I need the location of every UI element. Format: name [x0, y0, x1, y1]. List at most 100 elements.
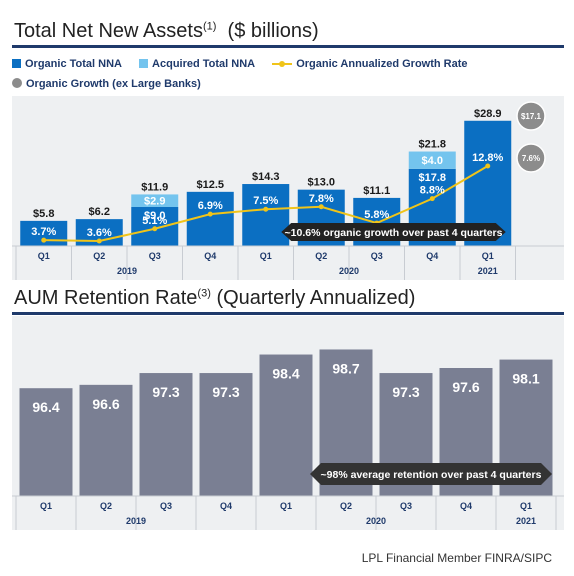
bar-value-label: $14.3 — [252, 171, 280, 183]
year-tick-label: 2019 — [126, 516, 146, 526]
growth-rate-label: 12.8% — [472, 152, 503, 164]
ex-banks-label: $17.1 — [521, 112, 542, 121]
legend-ex-banks-swatch — [12, 78, 22, 89]
year-tick-label: 2020 — [339, 266, 359, 276]
year-tick-label: 2019 — [117, 266, 137, 276]
legend-ex-banks: Organic Growth (ex Large Banks) — [12, 78, 201, 90]
nna-chart-svg: $5.8 $6.2 $2.9 $9.0 $11.9 $12.5 $14.3 $13.0 $11.… — [12, 101, 564, 280]
legend-ex-banks-label: Organic Growth (ex Large Banks) — [26, 78, 201, 91]
bar-value-label: $6.2 — [89, 206, 110, 218]
retention-bar — [259, 354, 313, 496]
quarter-tick-label: Q4 — [204, 251, 216, 261]
nna-title-unit: ($ billions) — [227, 20, 319, 42]
ex-banks-label: 7.6% — [522, 154, 540, 163]
year-tick-label: 2020 — [366, 516, 386, 526]
growth-rate-label: 7.5% — [253, 195, 278, 207]
quarter-tick-label: Q2 — [340, 501, 352, 511]
quarter-tick-label: Q3 — [160, 501, 172, 511]
growth-rate-label: 7.8% — [309, 193, 334, 205]
legend-acquired-swatch — [139, 59, 149, 69]
ex-banks-circle — [516, 143, 546, 173]
growth-rate-point — [263, 206, 269, 212]
growth-rate-label: 8.8% — [420, 185, 445, 197]
aum-title-footnote: (3) — [197, 287, 211, 300]
bar-value-label: $28.9 — [474, 108, 502, 120]
growth-rate-point — [485, 163, 491, 169]
nna-title-rule — [12, 45, 564, 48]
acquired-bar — [408, 151, 456, 169]
total-value-label: $21.8 — [418, 139, 446, 151]
retention-bar — [139, 373, 193, 496]
aum-chart-title: AUM Retention Rate(3) (Quarterly Annuali… — [14, 287, 415, 310]
growth-rate-label: 6.9% — [198, 200, 223, 212]
aum-chart-svg: 96.4 96.6 97.3 97.3 98.4 98.7 97.3 97.6 98.1 ~98%… — [12, 349, 564, 530]
acquired-bar — [131, 194, 179, 207]
bar-value-label: $5.8 — [33, 208, 54, 220]
aum-title-rule — [12, 312, 564, 315]
retention-value-label: 97.3 — [152, 384, 179, 400]
organic-value-label: $17.8 — [418, 172, 446, 184]
bar-value-label: $11.1 — [363, 185, 390, 197]
quarter-tick-label: Q3 — [149, 251, 161, 261]
growth-callout-text: ~10.6% organic growth over past 4 quarte… — [285, 227, 503, 239]
quarter-tick-label: Q1 — [38, 251, 50, 261]
growth-callout-arrow — [281, 223, 506, 241]
retention-value-label: 96.6 — [92, 396, 119, 412]
total-value-label: $11.9 — [141, 181, 168, 193]
growth-rate-point — [152, 226, 158, 232]
quarter-tick-label: Q1 — [280, 501, 292, 511]
legend-rate: Organic Annualized Growth Rate — [272, 58, 468, 71]
quarter-tick-label: Q4 — [460, 501, 472, 511]
quarter-tick-label: Q4 — [426, 251, 438, 261]
quarter-tick-label: Q1 — [482, 251, 494, 261]
growth-rate-point — [429, 196, 435, 202]
retention-value-label: 98.1 — [512, 371, 539, 387]
quarter-tick-label: Q1 — [520, 501, 532, 511]
nna-chart-panel: $5.8 $6.2 $2.9 $9.0 $11.9 $12.5 $14.3 $13.0 $11.… — [12, 96, 564, 280]
footer-text: LPL Financial Member FINRA/SIPC — [361, 551, 552, 565]
nna-title-text: Total Net New Assets — [14, 20, 203, 42]
acquired-value-label: $4.0 — [422, 155, 443, 167]
bar-value-label: $12.5 — [196, 179, 224, 191]
growth-rate-label: 5.8% — [364, 209, 389, 221]
legend-rate-label: Organic Annualized Growth Rate — [296, 58, 468, 71]
retention-value-label: 97.3 — [392, 384, 419, 400]
organic-value-label: $9.0 — [144, 210, 165, 222]
aum-title-unit: (Quarterly Annualized) — [216, 287, 416, 309]
legend-acquired-label: Acquired Total NNA — [152, 58, 256, 71]
aum-chart-panel: 96.4 96.6 97.3 97.3 98.4 98.7 97.3 97.6 98.1 ~98%… — [12, 316, 564, 530]
quarter-tick-label: Q3 — [400, 501, 412, 511]
growth-rate-point — [96, 238, 102, 244]
legend-rate-swatch — [272, 59, 293, 68]
retention-callout-text: ~98% average retention over past 4 quart… — [321, 469, 542, 481]
nna-legend-row-1: Organic Total NNA Acquired Total NNA Org… — [12, 58, 482, 70]
nna-title-footnote: (1) — [202, 20, 217, 33]
retention-bar — [199, 373, 253, 496]
quarter-tick-label: Q3 — [371, 251, 383, 261]
growth-rate-point — [207, 211, 213, 217]
growth-rate-point — [41, 237, 47, 243]
bar-value-label: $13.0 — [307, 177, 335, 189]
retention-bar — [79, 384, 133, 496]
legend-organic: Organic Total NNA — [12, 58, 122, 70]
growth-rate-label: 3.6% — [87, 227, 112, 239]
legend-organic-label: Organic Total NNA — [25, 58, 122, 71]
quarter-tick-label: Q1 — [260, 251, 272, 261]
acquired-value-label: $2.9 — [144, 196, 165, 208]
quarter-tick-label: Q1 — [40, 501, 52, 511]
growth-rate-label: 3.7% — [31, 226, 56, 238]
nna-chart-title: Total Net New Assets(1) ($ billions) — [14, 20, 319, 43]
quarter-tick-label: Q2 — [100, 501, 112, 511]
ex-banks-circle — [516, 101, 546, 131]
nna-legend-row-2: Organic Growth (ex Large Banks) — [12, 78, 215, 90]
retention-value-label: 96.4 — [32, 399, 59, 415]
growth-rate-label: 5.1% — [142, 215, 167, 227]
aum-title-text: AUM Retention Rate — [14, 287, 198, 309]
legend-organic-swatch — [12, 59, 21, 69]
retention-value-label: 97.3 — [212, 384, 239, 400]
retention-callout-arrow — [310, 463, 552, 485]
year-tick-label: 2021 — [516, 516, 536, 526]
retention-value-label: 97.6 — [452, 379, 479, 395]
retention-bar — [19, 388, 73, 496]
quarter-tick-label: Q2 — [93, 251, 105, 261]
